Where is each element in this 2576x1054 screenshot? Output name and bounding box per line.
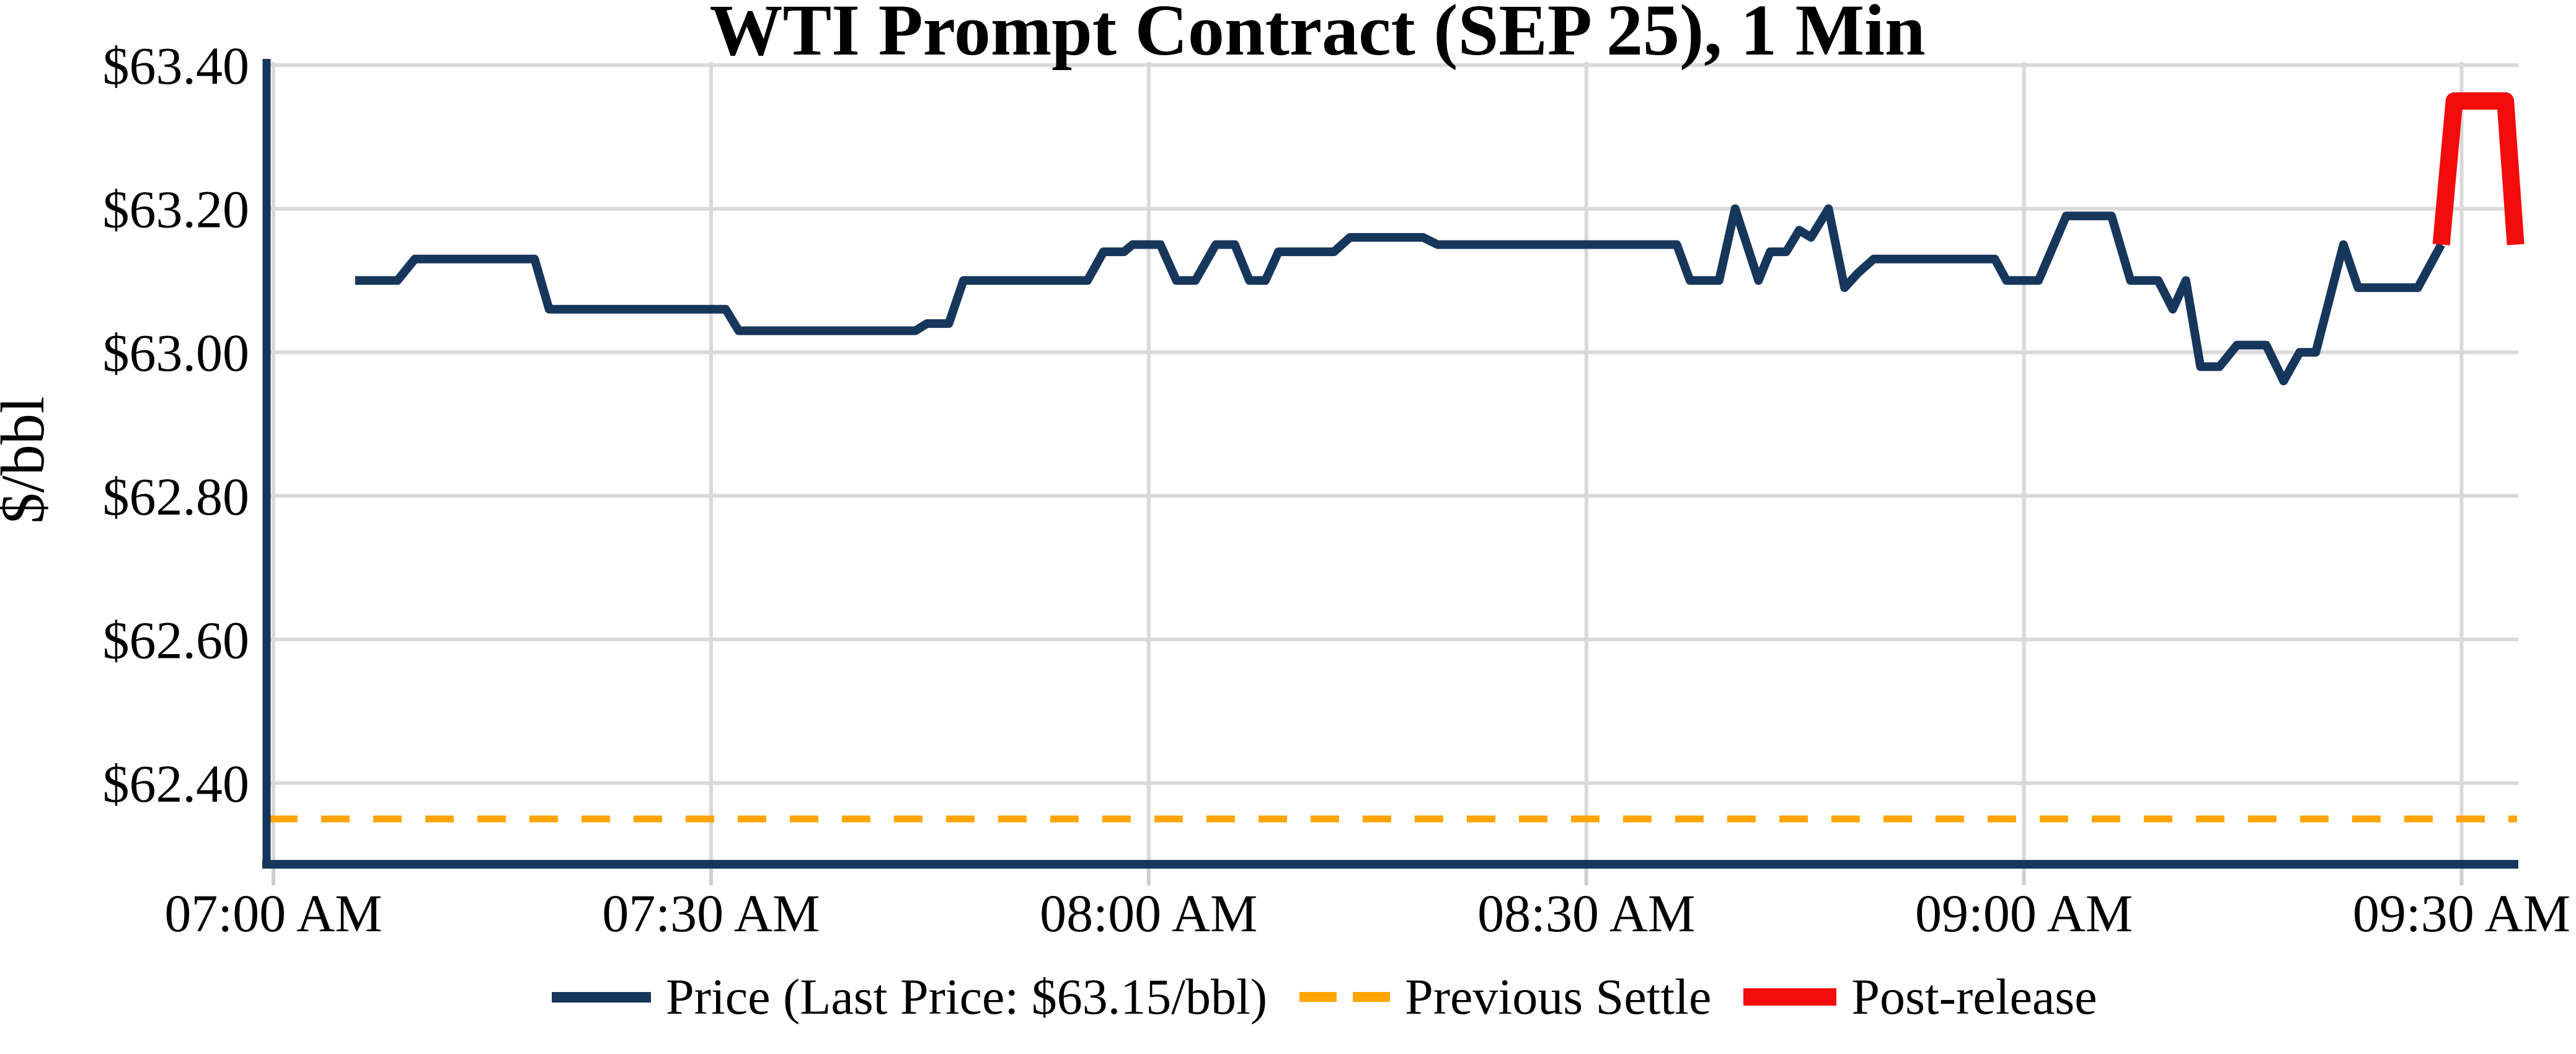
y-tick-label: $62.80 bbox=[103, 467, 250, 526]
previous-settle-dashed-swatch bbox=[1299, 992, 1391, 1002]
x-tick-label: 08:00 AM bbox=[1040, 884, 1257, 943]
y-tick-label: $63.40 bbox=[103, 36, 250, 95]
legend-label-previous-settle: Previous Settle bbox=[1405, 968, 1712, 1025]
post-release-swatch bbox=[1743, 988, 1837, 1006]
legend-label-price: Price (Last Price: $63.15/bbl) bbox=[666, 968, 1268, 1025]
y-axis-label: $/bbl bbox=[0, 396, 57, 524]
y-tick-label: $63.00 bbox=[103, 323, 250, 383]
legend-item-post-release: Post-release bbox=[1743, 968, 2097, 1026]
x-tick-label: 09:30 AM bbox=[2353, 884, 2570, 943]
legend-label-post-release: Post-release bbox=[1851, 968, 2097, 1025]
y-tick-label: $62.40 bbox=[103, 754, 250, 813]
y-tick-label: $63.20 bbox=[103, 180, 250, 239]
price-line bbox=[355, 204, 2445, 386]
x-tick-label: 07:00 AM bbox=[164, 884, 382, 943]
price-line-swatch bbox=[552, 991, 651, 1003]
x-tick-label: 09:00 AM bbox=[1915, 884, 2133, 943]
legend-item-price: Price (Last Price: $63.15/bbl) bbox=[552, 968, 1267, 1026]
legend: Price (Last Price: $63.15/bbl) Previous … bbox=[552, 960, 2097, 1034]
post-release-line bbox=[2432, 92, 2525, 246]
chart-title: WTI Prompt Contract (SEP 25), 1 Min bbox=[709, 0, 1925, 71]
x-tick-label: 07:30 AM bbox=[602, 884, 820, 943]
x-tick-label: 08:30 AM bbox=[1477, 884, 1695, 943]
y-tick-label: $62.60 bbox=[103, 610, 250, 670]
legend-item-previous-settle: Previous Settle bbox=[1299, 968, 1711, 1026]
plot-area: $63.40 $63.20 $63.00 $62.80 $62.60 $62.40 07:0… bbox=[103, 36, 2571, 943]
